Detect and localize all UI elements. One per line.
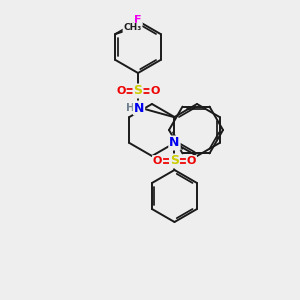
Text: S: S [170, 154, 179, 167]
Text: S: S [134, 85, 142, 98]
Text: O: O [150, 86, 160, 96]
Text: N: N [169, 136, 180, 149]
Text: N: N [134, 101, 144, 115]
Text: O: O [187, 156, 196, 166]
Text: H: H [126, 103, 134, 113]
Text: O: O [153, 156, 162, 166]
Text: O: O [116, 86, 126, 96]
Text: CH₃: CH₃ [123, 23, 142, 32]
Text: F: F [134, 15, 142, 25]
